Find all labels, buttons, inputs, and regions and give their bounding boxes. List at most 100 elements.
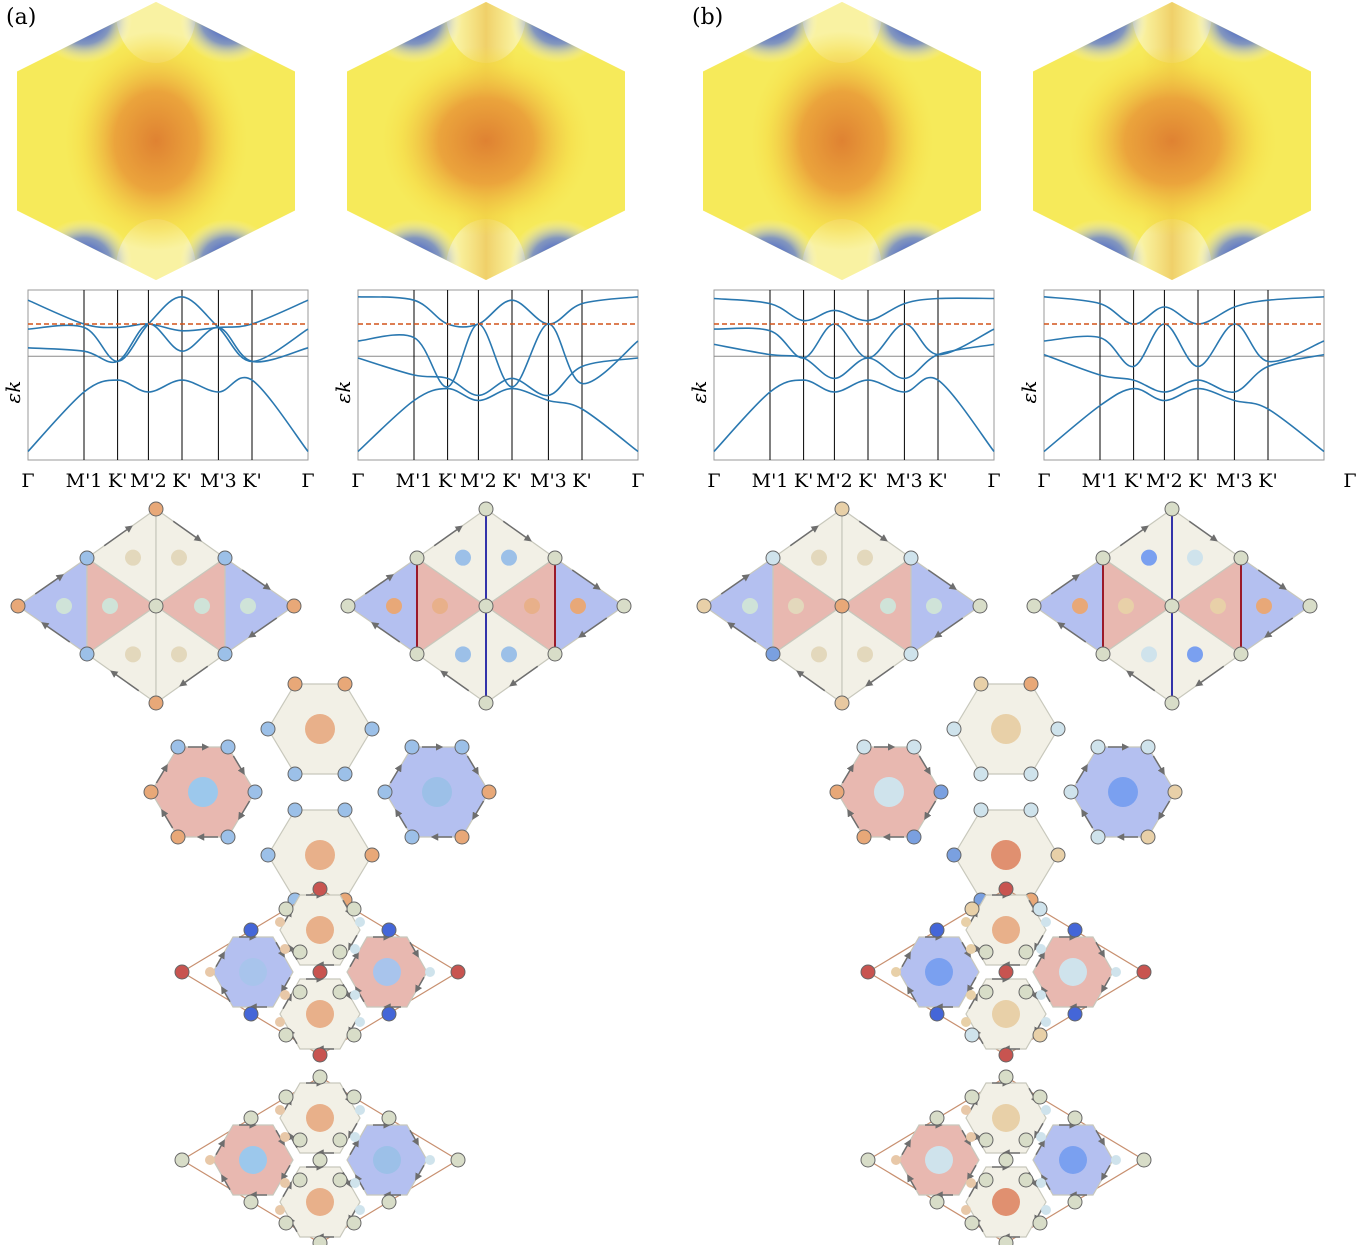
hex-cell-center [1108,777,1138,807]
lattice-site [346,901,362,917]
bz-center [64,31,248,251]
y-axis-label: εk [1,381,25,404]
bond-arrow [968,1181,978,1198]
band-1 [1043,296,1325,325]
bond-arrow [509,665,539,687]
plaquette-center [194,598,210,614]
lattice-site [998,881,1014,897]
plaquette-center [171,549,187,566]
hex-cell-center [305,714,335,744]
lattice-site [978,984,994,1000]
bond-arrow [1119,525,1149,547]
lattice-site [547,646,563,662]
lattice-site [1018,984,1034,1000]
plot-frame [713,289,995,461]
lattice-site [217,550,233,566]
bond-arrow [248,617,278,638]
hex-cell-center [306,1000,334,1028]
k-point-label: M'2 [130,470,167,492]
lattice-site [903,550,919,566]
hex-cell-center [991,840,1021,870]
plaquette [346,556,418,656]
plaquette-center [455,646,471,663]
hex-cell-center [992,916,1020,944]
bond-arrow [847,809,860,829]
hex-cell-center [306,916,334,944]
brillouin-zone-map-3 [703,2,981,280]
lattice-site [834,695,850,711]
bond-arrow [1101,1164,1111,1181]
plaquette-center [966,1132,976,1142]
lattice-site [1018,1172,1034,1188]
bond-arrow [1050,574,1080,595]
lattice-site [278,1089,294,1105]
lattice-site [1140,739,1156,755]
band-2 [1043,323,1325,368]
plaquette-center [171,646,187,663]
plaquette-center [811,646,827,663]
lattice-site [478,695,494,711]
plaquette-center [1187,646,1203,663]
lattice-site [478,598,494,614]
bond-arrow [395,809,408,829]
plaquette-center [56,598,72,614]
plaquette [910,556,982,656]
band-4 [357,387,639,453]
plaquette-center [1141,549,1157,566]
y-axis-label: εk [1017,381,1041,404]
lattice-site [1026,598,1042,614]
bond-arrow [1075,764,1088,784]
lattice-site [312,1235,328,1245]
lattice-site [286,598,302,614]
lattice-site [332,1172,348,1188]
band-4 [713,376,995,453]
lattice-site [1032,1089,1048,1105]
lattice-site [148,695,164,711]
lattice-site [260,847,276,863]
brillouin-zone-map-1 [17,2,295,280]
hex-cell-center [925,1146,953,1174]
lattice-site [1136,1152,1152,1168]
band-3 [713,343,995,380]
lattice-site [696,598,712,614]
lattice-site [292,984,308,1000]
plaquette-center [125,646,141,663]
hex-cell-center [373,1146,401,1174]
lattice-site [834,501,850,517]
lattice-layer [10,501,1318,1245]
lattice-site [377,784,393,800]
lattice-site [10,598,26,614]
bond-arrow [389,764,402,784]
plaquette [702,556,774,656]
plaquette-center [961,1205,971,1215]
lattice-site [933,784,949,800]
plaquette [16,556,88,656]
plaquette-center [355,917,365,927]
lattice-site [340,598,356,614]
bond-arrow [1188,520,1218,542]
bond-arrow [172,520,202,542]
lattice-site [834,598,850,614]
plaquette [554,556,626,656]
lattice-site [170,829,186,845]
plaquette-center [1036,1132,1046,1142]
plaquette-center [857,549,873,566]
lattice-site [978,1172,994,1188]
plaquette-center [355,1205,365,1215]
bond-arrow [110,670,140,692]
lattice-site [174,1152,190,1168]
panel-label-b: (b) [692,5,723,30]
plaquette-center [501,549,517,566]
lattice-site [1164,695,1180,711]
lattice-site [1018,1132,1034,1148]
hex-cell-center [239,1146,267,1174]
lattice-site [409,550,425,566]
lattice-site [929,922,945,938]
plaquette-center [1036,944,1046,954]
plaquette-center [961,917,971,927]
plaquette-center [961,1017,971,1027]
k-point-label: K' [502,470,521,492]
plot-frame [27,289,309,461]
plaquette-center [432,598,448,614]
lattice-site [973,802,989,818]
